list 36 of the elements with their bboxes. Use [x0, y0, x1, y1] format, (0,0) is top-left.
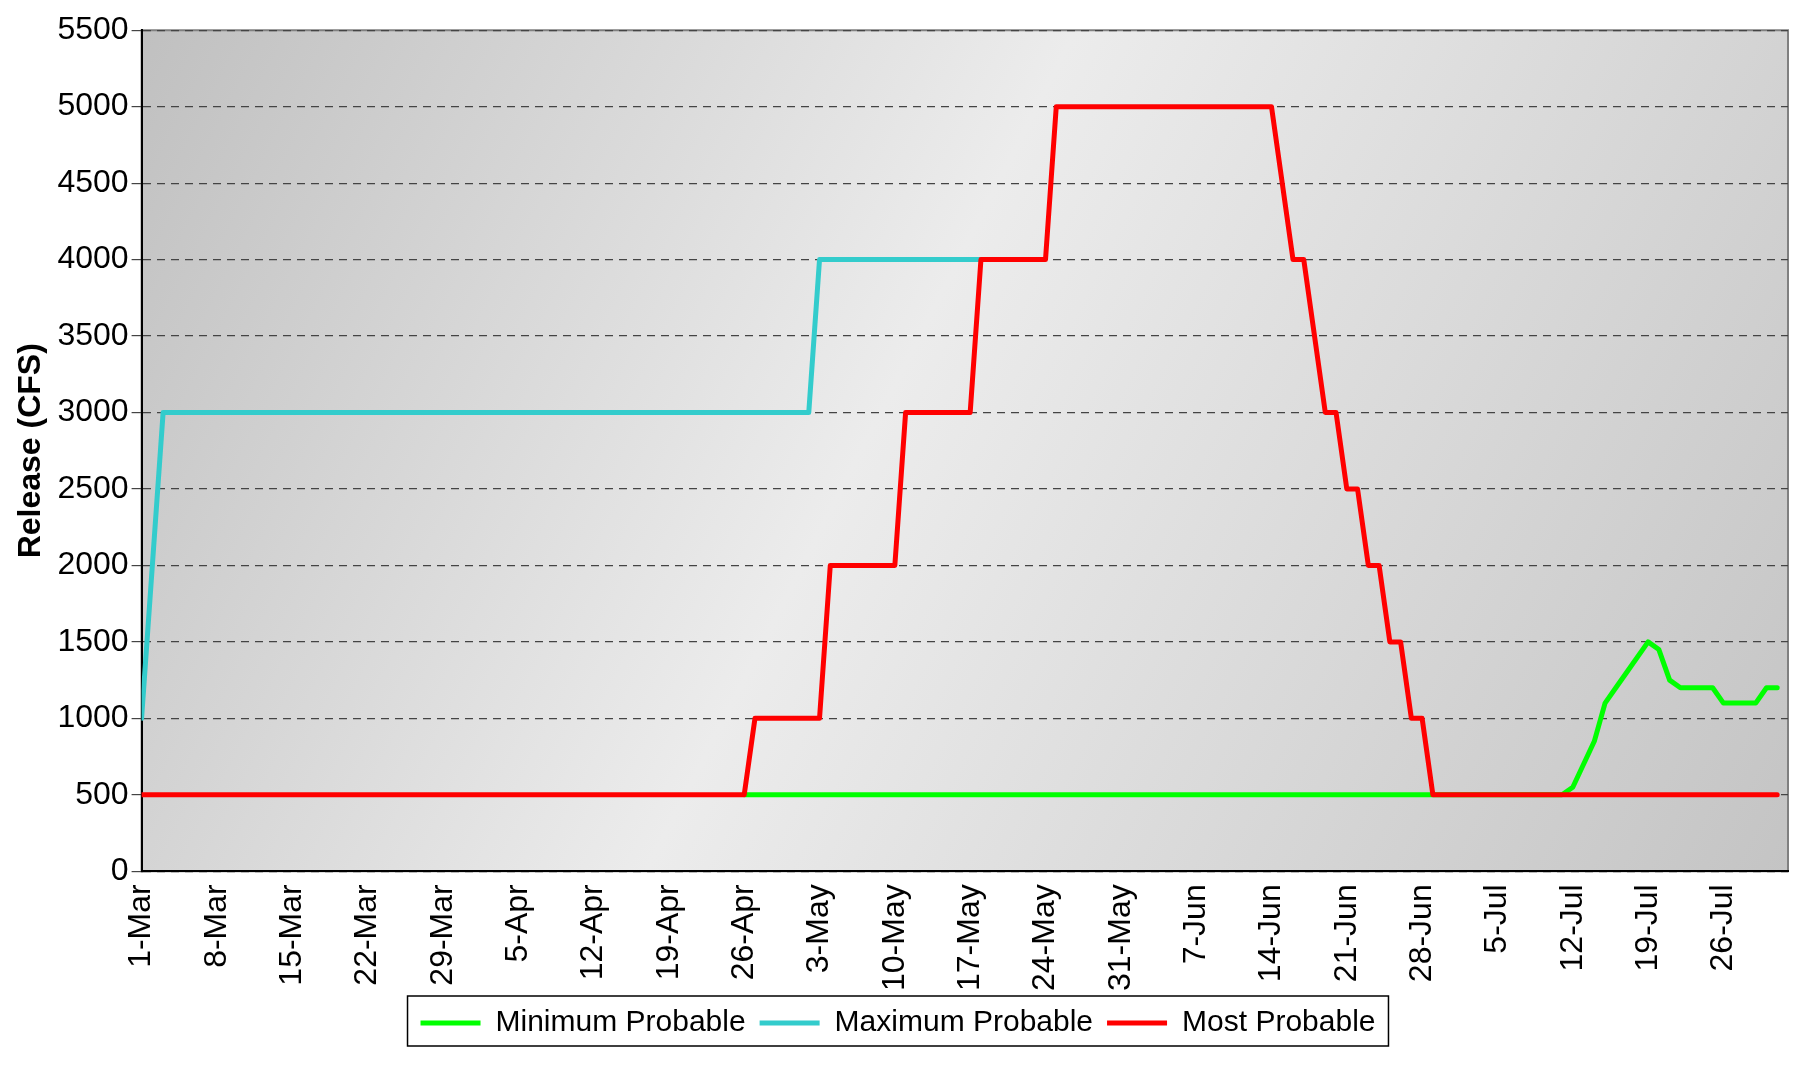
y-tick-label: 1500	[57, 621, 129, 658]
y-tick-label: 4500	[57, 162, 129, 199]
x-tick-label: 3-May	[799, 884, 836, 974]
x-tick-label: 31-May	[1100, 884, 1137, 991]
x-tick-label: 22-Mar	[347, 883, 384, 986]
x-tick-label: 26-Apr	[724, 883, 761, 981]
y-tick-label: 4000	[57, 239, 129, 276]
x-tick-label: 12-Apr	[573, 883, 610, 981]
x-tick-label: 19-Jul	[1627, 884, 1664, 972]
x-tick-label: 7-Jun	[1175, 884, 1212, 965]
x-tick-label: 24-May	[1025, 884, 1062, 991]
legend-label: Most Probable	[1182, 1004, 1376, 1038]
y-tick-label: 500	[75, 774, 129, 811]
x-tick-label: 17-May	[950, 884, 986, 991]
y-axis-title: Release (CFS)	[11, 343, 48, 559]
y-tick-label: 1000	[57, 698, 129, 735]
x-tick-label: 15-Mar	[272, 883, 309, 986]
x-tick-label: 5-Apr	[498, 883, 535, 963]
y-tick-label: 3000	[57, 392, 129, 429]
y-tick-label: 2500	[57, 468, 129, 505]
x-tick-label: 28-Jun	[1401, 884, 1438, 983]
x-tick-label: 26-Jul	[1703, 884, 1740, 972]
x-tick-label: 12-Jul	[1552, 884, 1589, 972]
x-tick-label: 21-Jun	[1326, 884, 1363, 983]
legend-label: Maximum Probable	[834, 1004, 1094, 1038]
x-tick-label: 10-May	[874, 884, 911, 991]
y-tick-label: 2000	[57, 545, 129, 582]
x-tick-label: 14-Jun	[1251, 884, 1288, 983]
y-tick-label: 5000	[57, 86, 129, 123]
x-tick-label: 29-Mar	[422, 883, 459, 986]
x-tick-label: 19-Apr	[648, 883, 685, 981]
legend-label: Minimum Probable	[495, 1004, 746, 1038]
x-tick-label: 8-Mar	[196, 883, 233, 968]
y-tick-label: 3500	[57, 315, 129, 352]
y-tick-label: 5500	[57, 10, 129, 47]
x-tick-label: 5-Jul	[1477, 884, 1514, 954]
